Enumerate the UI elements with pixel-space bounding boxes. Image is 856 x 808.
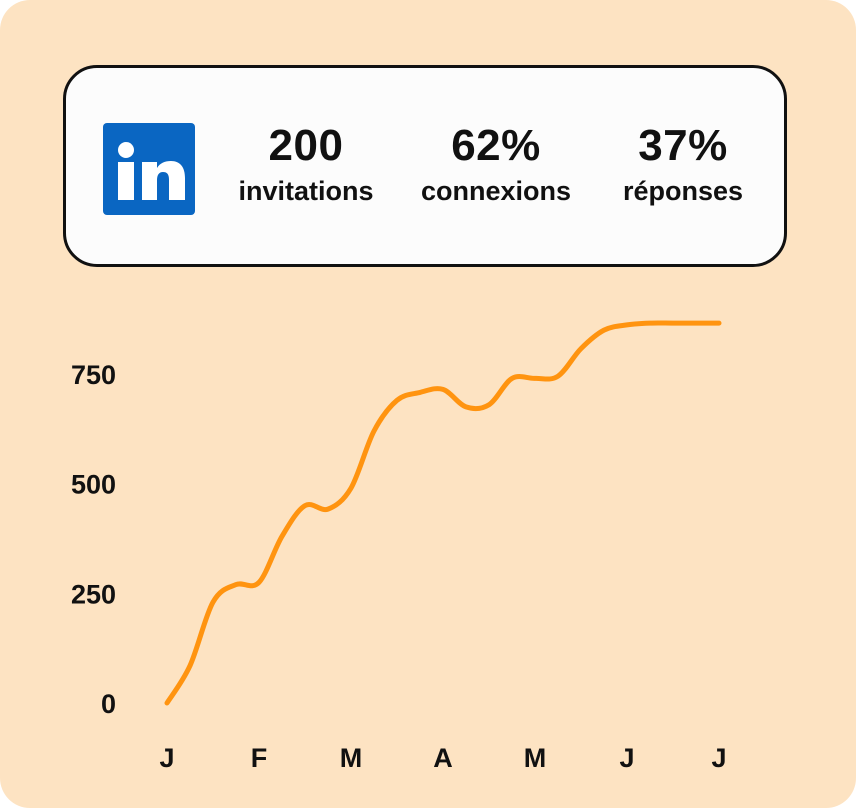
x-tick-label: F — [251, 743, 268, 773]
stat-reponses: 37% réponses — [583, 118, 783, 208]
x-tick-label: J — [619, 743, 634, 773]
series-line — [164, 320, 722, 706]
stat-connexions: 62% connexions — [396, 118, 596, 208]
linkedin-logo-icon — [103, 123, 195, 215]
x-tick-label: J — [711, 743, 726, 773]
stat-invitations: 200 invitations — [206, 118, 406, 208]
stat-value: 62% — [451, 121, 541, 170]
y-tick-label: 250 — [71, 579, 116, 609]
stats-panel: 200 invitations 62% connexions 37% répon… — [63, 65, 787, 267]
x-tick-label: A — [433, 743, 453, 773]
x-tick-label: J — [159, 743, 174, 773]
stat-label: connexions — [420, 176, 572, 206]
stat-value: 37% — [638, 121, 728, 170]
y-tick-label: 500 — [71, 470, 116, 500]
y-tick-label: 0 — [101, 689, 116, 719]
x-tick-label: M — [340, 743, 363, 773]
stat-label: invitations — [238, 176, 374, 206]
y-tick-label: 750 — [71, 360, 116, 390]
stat-value: 200 — [268, 121, 344, 170]
stat-label: réponses — [622, 176, 744, 206]
x-tick-label: M — [524, 743, 547, 773]
